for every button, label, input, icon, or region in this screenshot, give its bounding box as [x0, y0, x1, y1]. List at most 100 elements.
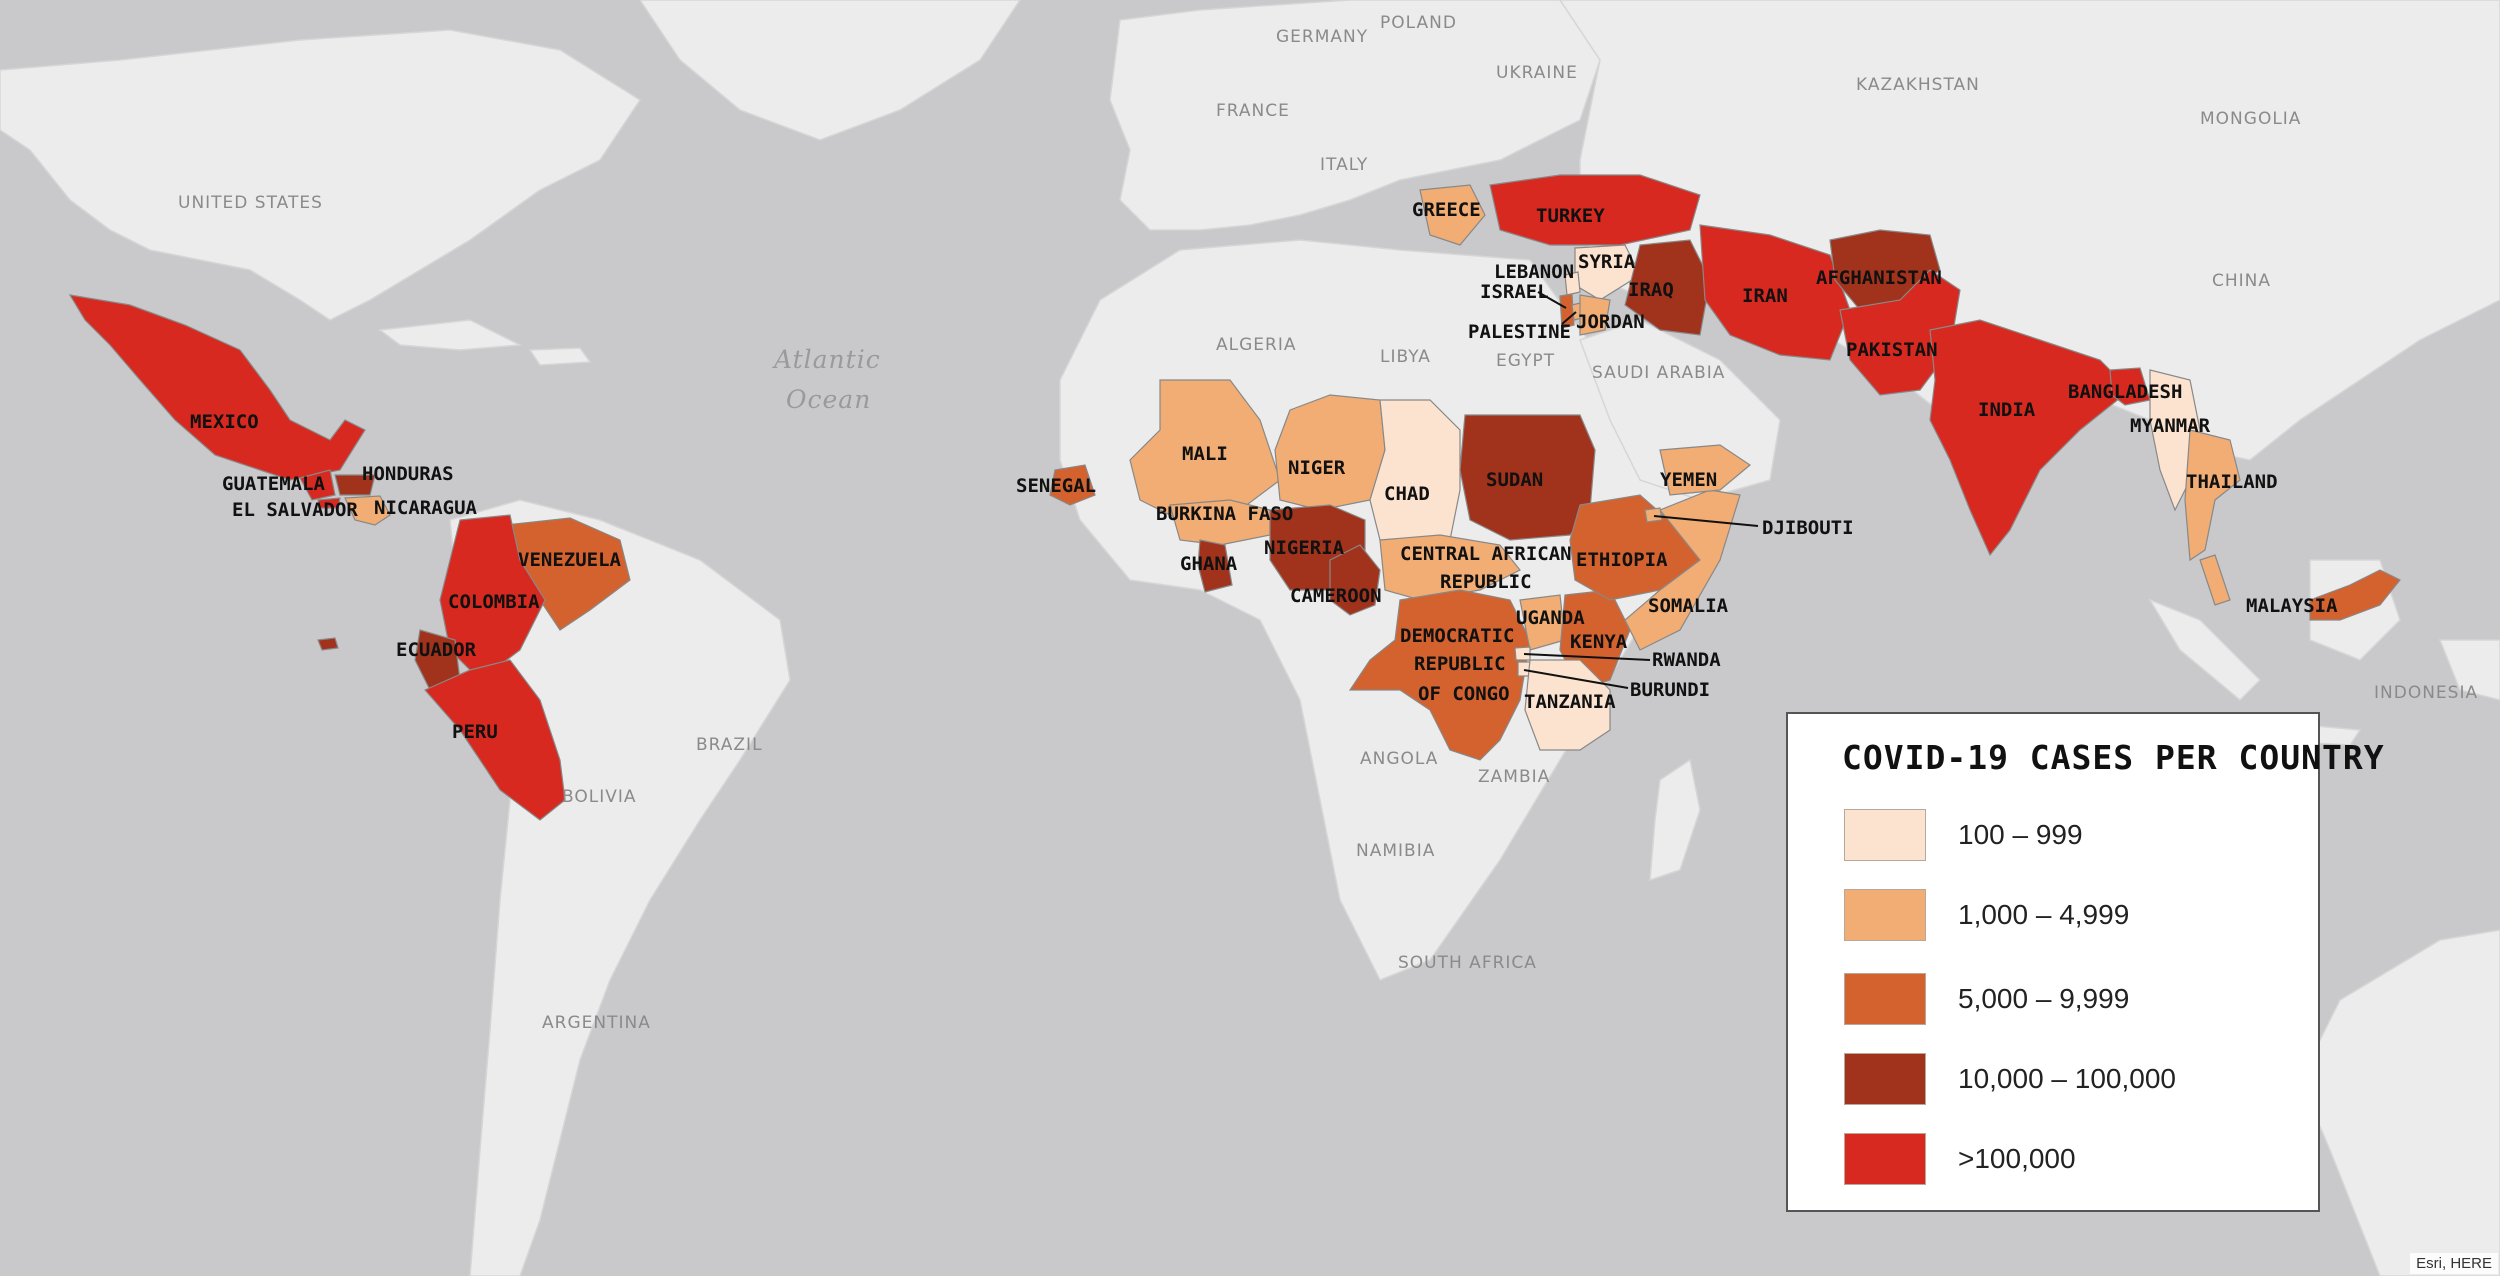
map-attribution: Esri, HERE	[2410, 1253, 2498, 1274]
region-ghana[interactable]	[1197, 539, 1233, 593]
region-djibouti[interactable]	[1644, 507, 1663, 523]
legend-label: 100 – 999	[1958, 819, 2083, 850]
legend-label: 10,000 – 100,000	[1958, 1063, 2176, 1094]
label-drc-line1: DEMOCRATIC	[1400, 625, 1514, 647]
label-namibia: NAMIBIA	[1356, 841, 1435, 861]
region-tanzania[interactable]	[1524, 659, 1611, 751]
country-labels: MEXICO GUATEMALA HONDURAS EL SALVADOR NI…	[190, 199, 2338, 743]
region-turkey[interactable]	[1489, 174, 1701, 246]
label-saudi-arabia: SAUDI ARABIA	[1592, 363, 1725, 383]
label-iraq: IRAQ	[1628, 279, 1674, 301]
land-greenland	[639, 0, 1021, 141]
legend-title: COVID-19 CASES PER COUNTRY	[1842, 738, 2385, 777]
region-el-salvador[interactable]	[317, 497, 341, 509]
legend-item: 10,000 – 100,000	[1844, 1050, 2176, 1108]
label-drc-line3: OF CONGO	[1418, 683, 1510, 705]
label-rwanda: RWANDA	[1652, 649, 1721, 671]
highlighted-countries	[68, 174, 2401, 821]
label-venezuela: VENEZUELA	[518, 549, 622, 571]
label-south-africa: SOUTH AFRICA	[1398, 953, 1537, 973]
label-car-line2: REPUBLIC	[1440, 571, 1532, 593]
label-myanmar: MYANMAR	[2130, 415, 2211, 437]
label-france: FRANCE	[1216, 101, 1290, 121]
legend-swatch	[1844, 809, 1926, 861]
label-nicaragua: NICARAGUA	[374, 497, 478, 519]
label-lebanon: LEBANON	[1494, 261, 1574, 283]
region-israel[interactable]	[1559, 293, 1575, 329]
label-bolivia: BOLIVIA	[562, 787, 637, 807]
leader-burundi	[1523, 669, 1629, 689]
ocean-label-line1: Atlantic	[772, 345, 881, 374]
label-kazakhstan: KAZAKHSTAN	[1856, 75, 1980, 95]
label-kenya: KENYA	[1570, 631, 1628, 653]
label-iran: IRAN	[1742, 285, 1788, 307]
leader-rwanda	[1523, 653, 1651, 661]
region-jordan[interactable]	[1579, 294, 1611, 336]
label-italy: ITALY	[1320, 155, 1368, 175]
region-somalia[interactable]	[1624, 489, 1741, 651]
region-peru[interactable]	[424, 659, 566, 821]
label-palestine: PALESTINE	[1468, 321, 1571, 343]
label-egypt: EGYPT	[1496, 351, 1555, 371]
label-germany: GERMANY	[1276, 27, 1368, 47]
label-car-line1: CENTRAL AFRICAN	[1400, 543, 1572, 565]
region-niger[interactable]	[1274, 394, 1386, 511]
region-cameroon[interactable]	[1329, 544, 1381, 616]
label-mali: MALI	[1182, 443, 1228, 465]
label-greece: GREECE	[1412, 199, 1481, 221]
leader-lines	[1523, 291, 1759, 689]
legend-label: 1,000 – 4,999	[1958, 899, 2130, 930]
region-yemen[interactable]	[1659, 444, 1752, 496]
label-chad: CHAD	[1384, 483, 1430, 505]
label-india: INDIA	[1978, 399, 2036, 421]
label-mongolia: MONGOLIA	[2200, 109, 2301, 129]
land-europe	[1109, 0, 1601, 231]
label-somalia: SOMALIA	[1648, 595, 1729, 617]
region-honduras[interactable]	[334, 474, 376, 496]
label-israel: ISRAEL	[1480, 281, 1549, 303]
legend-swatch	[1844, 1133, 1926, 1185]
land-new-guinea	[2438, 639, 2500, 701]
land-sumatra	[2148, 598, 2262, 702]
region-bangladesh[interactable]	[2109, 367, 2151, 406]
label-ghana: GHANA	[1180, 553, 1238, 575]
label-guatemala: GUATEMALA	[222, 473, 326, 495]
region-thailand[interactable]	[2184, 429, 2241, 562]
land-cuba	[378, 319, 523, 351]
label-jordan: JORDAN	[1576, 311, 1645, 333]
region-malaysia-peninsula[interactable]	[2199, 554, 2231, 606]
region-malaysia-borneo[interactable]	[2309, 569, 2401, 621]
label-peru: PERU	[452, 721, 498, 743]
land-madagascar	[1649, 758, 1701, 882]
region-central-african-republic[interactable]	[1379, 534, 1521, 601]
land-hispaniola	[528, 347, 592, 366]
legend-swatch	[1844, 889, 1926, 941]
label-yemen: YEMEN	[1660, 469, 1717, 491]
base-labels: UNITED STATES GERMANY POLAND UKRAINE KAZ…	[178, 13, 2477, 1033]
label-ethiopia: ETHIOPIA	[1576, 549, 1668, 571]
region-guatemala[interactable]	[299, 469, 336, 501]
region-iraq[interactable]	[1624, 239, 1711, 336]
label-colombia: COLOMBIA	[448, 591, 540, 613]
region-senegal[interactable]	[1049, 464, 1096, 506]
label-argentina: ARGENTINA	[542, 1013, 651, 1033]
region-nicaragua[interactable]	[344, 495, 391, 526]
region-galapagos	[317, 637, 339, 651]
label-pakistan: PAKISTAN	[1846, 339, 1938, 361]
region-india[interactable]	[1929, 319, 2131, 557]
region-lebanon[interactable]	[1564, 271, 1581, 296]
leader-palestine	[1561, 311, 1577, 325]
region-drc[interactable]	[1348, 589, 1531, 761]
label-algeria: ALGERIA	[1216, 335, 1296, 355]
label-china: CHINA	[2212, 271, 2271, 291]
region-iran[interactable]	[1699, 224, 1851, 361]
label-zambia: ZAMBIA	[1478, 767, 1550, 787]
label-thailand: THAILAND	[2186, 471, 2278, 493]
label-drc-line2: REPUBLIC	[1414, 653, 1506, 675]
region-mexico[interactable]	[68, 294, 366, 481]
label-tanzania: TANZANIA	[1524, 691, 1616, 713]
region-greece[interactable]	[1419, 184, 1486, 246]
legend-swatch	[1844, 973, 1926, 1025]
label-sudan: SUDAN	[1486, 469, 1543, 491]
